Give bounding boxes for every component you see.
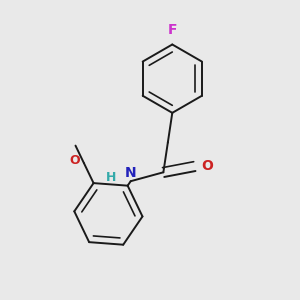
Text: O: O: [70, 154, 80, 167]
Text: O: O: [201, 159, 213, 173]
Text: N: N: [125, 166, 136, 180]
Text: F: F: [167, 23, 177, 37]
Text: H: H: [106, 171, 116, 184]
